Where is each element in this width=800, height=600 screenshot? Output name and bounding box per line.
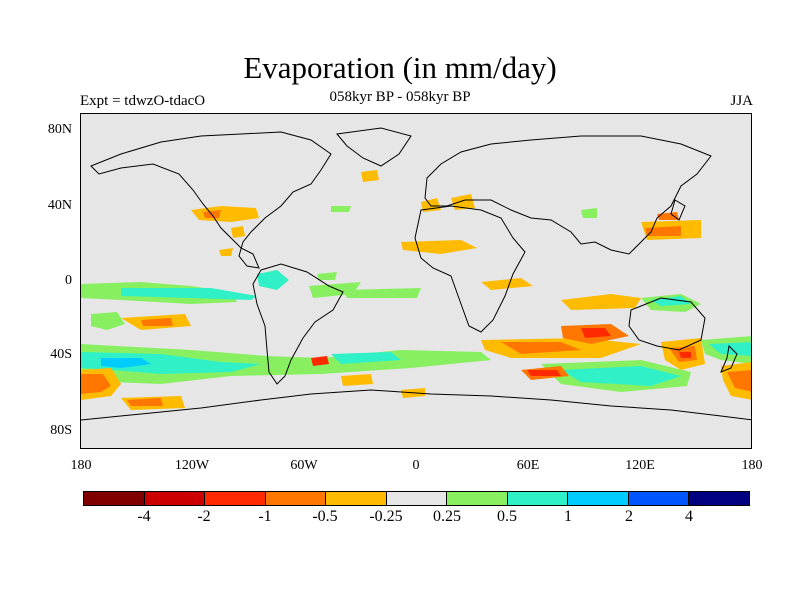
colorbar-swatch (205, 492, 266, 505)
lat-tick-label: 0 (65, 273, 72, 288)
colorbar-swatch (84, 492, 145, 505)
anomaly-patch (203, 210, 221, 218)
colorbar-label: 0.5 (497, 508, 517, 525)
lon-tick-label: 60W (290, 458, 318, 473)
lon-tick-label: 180 (70, 458, 92, 473)
anomaly-patch (231, 226, 245, 238)
japan-coast (670, 199, 686, 221)
anomaly-patch (651, 296, 691, 306)
map-title: Evaporation (in mm/day) (243, 50, 557, 85)
greenland-coast (336, 127, 412, 167)
colorbar-label: -4 (137, 508, 151, 525)
anomaly-patch (311, 356, 329, 366)
anomaly-patch (257, 270, 289, 290)
lat-tick-label: 80S (50, 423, 72, 438)
anomaly-patch (361, 170, 379, 182)
colorbar-label: 2 (625, 508, 633, 525)
anomaly-patch (331, 206, 351, 212)
anomaly-fields (81, 170, 751, 410)
anomaly-patch (727, 370, 751, 392)
anomaly-patch (481, 278, 533, 290)
lat-tick-label: 40S (50, 347, 72, 362)
south-america-coast (252, 263, 344, 385)
anomaly-patch (91, 312, 125, 330)
colorbar-swatch (689, 492, 750, 505)
lon-tick-label: 120E (625, 458, 655, 473)
anomaly-patch (219, 248, 233, 256)
colorbar-swatch (507, 492, 569, 505)
anomaly-patch (317, 272, 337, 280)
lat-tick-label: 80N (47, 122, 72, 137)
anomaly-patch (501, 342, 581, 354)
colorbar-label: 4 (685, 508, 693, 525)
colorbar-label: -1 (258, 508, 272, 525)
anomaly-patch (581, 208, 597, 218)
map-panel (80, 113, 752, 449)
anomaly-patch (341, 374, 373, 386)
anomaly-patch (121, 288, 257, 300)
colorbar-label: 1 (564, 508, 572, 525)
lat-tick-label: 40N (47, 198, 72, 213)
anomaly-patch (657, 212, 679, 220)
anomaly-patch (561, 366, 681, 386)
anomaly-patch (331, 352, 401, 364)
anomaly-patch (527, 370, 561, 376)
north-america-coast (90, 131, 332, 269)
anomaly-patch (401, 240, 477, 254)
lon-tick-label: 120W (174, 458, 210, 473)
anomaly-patch (451, 194, 475, 210)
colorbar-swatch (447, 492, 508, 505)
anomaly-patch (581, 328, 611, 338)
world-map (81, 127, 751, 421)
lon-tick-label: 60E (516, 458, 540, 473)
colorbar-swatch (628, 492, 690, 505)
colorbar-swatch (144, 492, 206, 505)
africa-coast (414, 205, 526, 333)
eurasia-coast (424, 135, 712, 255)
anomaly-patch (101, 358, 151, 368)
anomaly-patch (141, 318, 173, 326)
lon-tick-label: 180 (741, 458, 763, 473)
anomaly-patch (81, 352, 261, 374)
anomaly-patch (81, 374, 111, 394)
anomaly-patch (343, 288, 421, 298)
colorbar-label: -0.25 (369, 508, 403, 525)
coastlines (81, 127, 751, 421)
anomaly-patch (679, 352, 691, 358)
season-label: JJA (730, 93, 753, 109)
anomaly-patch (561, 294, 641, 310)
anomaly-patch (191, 206, 259, 222)
antarctica-coast (81, 389, 751, 421)
colorbar (83, 491, 750, 506)
colorbar-label: -0.5 (312, 508, 338, 525)
experiment-label: Expt = tdwzO-tdacO (80, 93, 206, 109)
new-zealand-coast (720, 344, 738, 373)
anomaly-patch (709, 342, 751, 356)
colorbar-label: -2 (197, 508, 211, 525)
colorbar-label: 0.25 (433, 508, 461, 525)
anomaly-patch (645, 226, 681, 236)
australia-coast (628, 297, 706, 351)
colorbar-swatch (326, 492, 387, 505)
colorbar-swatch (568, 492, 629, 505)
colorbar-swatch (265, 492, 327, 505)
anomaly-patch (127, 398, 163, 406)
lon-tick-label: 0 (412, 458, 420, 473)
period-label: 058kyr BP - 058kyr BP (329, 89, 471, 105)
colorbar-swatch (386, 492, 448, 505)
